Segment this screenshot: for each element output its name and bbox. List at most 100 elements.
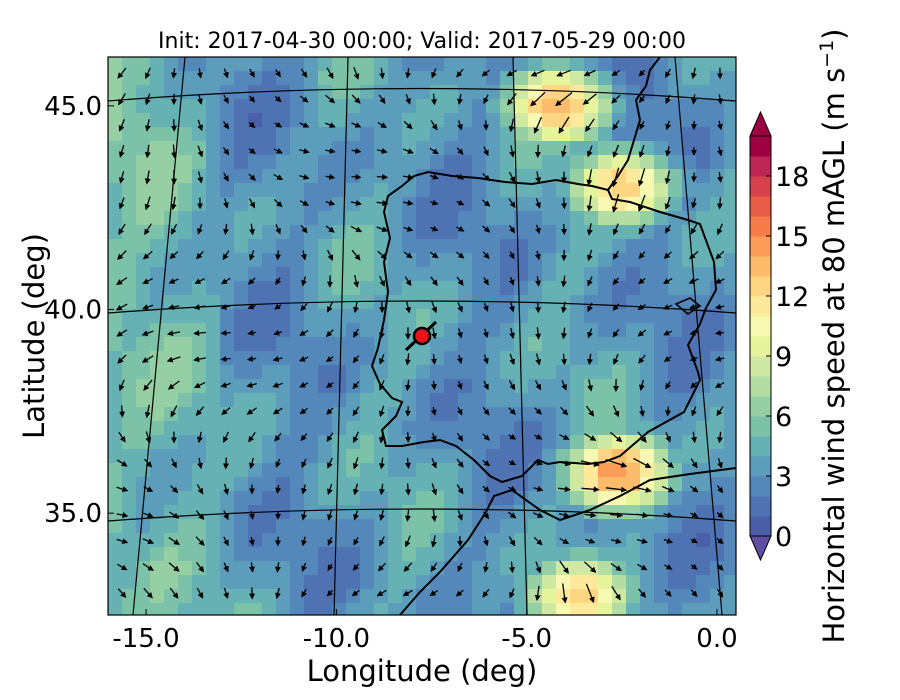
wind-arrow [351, 147, 362, 154]
wind-arrow [353, 536, 360, 546]
speed-cell [542, 393, 557, 408]
speed-cell [248, 589, 263, 604]
speed-cell [178, 435, 193, 450]
speed-cell [710, 477, 725, 492]
speed-cell [458, 127, 473, 142]
speed-cell [234, 267, 249, 282]
speed-cell [262, 183, 277, 198]
speed-cell [598, 561, 613, 576]
speed-cell [234, 57, 249, 72]
speed-cell [206, 435, 221, 450]
speed-cell [318, 561, 333, 576]
speed-cell [444, 463, 459, 478]
speed-cell [248, 253, 263, 268]
speed-cell [108, 393, 123, 408]
speed-cell [430, 211, 445, 226]
speed-cell [430, 365, 445, 380]
wind-arrow [534, 224, 541, 235]
speed-cell [640, 533, 655, 548]
colorbar-band [750, 216, 771, 237]
speed-cell [290, 211, 305, 226]
speed-cell [248, 267, 263, 282]
wind-arrow [143, 587, 153, 599]
wind-arrow [299, 407, 308, 415]
speed-cell [388, 603, 403, 615]
speed-cell [164, 561, 179, 576]
speed-cell [528, 141, 543, 156]
speed-cell [570, 435, 585, 450]
speed-cell [584, 337, 599, 352]
speed-cell [416, 547, 431, 562]
speed-cell [108, 519, 123, 534]
speed-cell [360, 281, 375, 296]
speed-cell [402, 127, 417, 142]
wind-arrow [379, 301, 386, 314]
speed-cell [318, 407, 333, 422]
speed-cell [248, 533, 263, 548]
speed-cell [430, 449, 445, 464]
speed-cell [276, 309, 291, 324]
speed-cell [472, 85, 487, 100]
speed-cell [556, 281, 571, 296]
speed-cell [304, 183, 319, 198]
wind-arrow [429, 251, 439, 259]
speed-cell [654, 85, 669, 100]
colorbar-band [750, 416, 771, 437]
speed-cell [332, 169, 347, 184]
wind-arrow [326, 329, 334, 338]
wind-arrow [509, 145, 516, 158]
speed-cell [514, 141, 529, 156]
speed-cell [192, 477, 207, 492]
speed-cell [528, 253, 543, 268]
wind-arrow [612, 328, 620, 338]
speed-cell [304, 449, 319, 464]
speed-cell [598, 323, 613, 338]
speed-cell [724, 463, 736, 478]
speed-cell [570, 449, 585, 464]
speed-cell [486, 365, 501, 380]
speed-cell [514, 225, 529, 240]
speed-cell [472, 155, 487, 170]
speed-cell [388, 421, 403, 436]
speed-cell [500, 155, 515, 170]
speed-cell [262, 281, 277, 296]
speed-cell [388, 365, 403, 380]
speed-cell [122, 421, 137, 436]
speed-cell [374, 547, 389, 562]
speed-cell [262, 561, 277, 576]
speed-cell [276, 337, 291, 352]
speed-cell [262, 99, 277, 114]
wind-arrow [299, 174, 310, 180]
speed-cell [262, 267, 277, 282]
colorbar-band [750, 256, 771, 277]
speed-cell [472, 379, 487, 394]
speed-cell [724, 71, 736, 86]
speed-cell [332, 155, 347, 170]
wind-arrow [222, 121, 230, 130]
wind-arrow [508, 459, 517, 466]
parallel-45 [108, 87, 736, 102]
speed-cell [178, 267, 193, 282]
speed-cell [626, 267, 641, 282]
speed-cell [528, 239, 543, 254]
speed-cell [206, 309, 221, 324]
speed-cell [444, 267, 459, 282]
speed-cell [402, 295, 417, 310]
speed-cell [290, 113, 305, 128]
speed-cell [654, 141, 669, 156]
wind-arrow [248, 277, 256, 285]
speed-cell [444, 477, 459, 492]
wind-arrow [167, 330, 181, 337]
speed-cell [584, 365, 599, 380]
speed-cell [192, 505, 207, 520]
speed-cell [570, 99, 585, 114]
speed-cell [486, 57, 501, 72]
wind-arrow [170, 223, 178, 235]
speed-cell [444, 603, 459, 615]
speed-cell [192, 57, 207, 72]
speed-cell [430, 421, 445, 436]
wind-arrow [196, 484, 204, 495]
speed-cell [276, 463, 291, 478]
wind-arrow [249, 223, 256, 236]
speed-cell [136, 421, 151, 436]
